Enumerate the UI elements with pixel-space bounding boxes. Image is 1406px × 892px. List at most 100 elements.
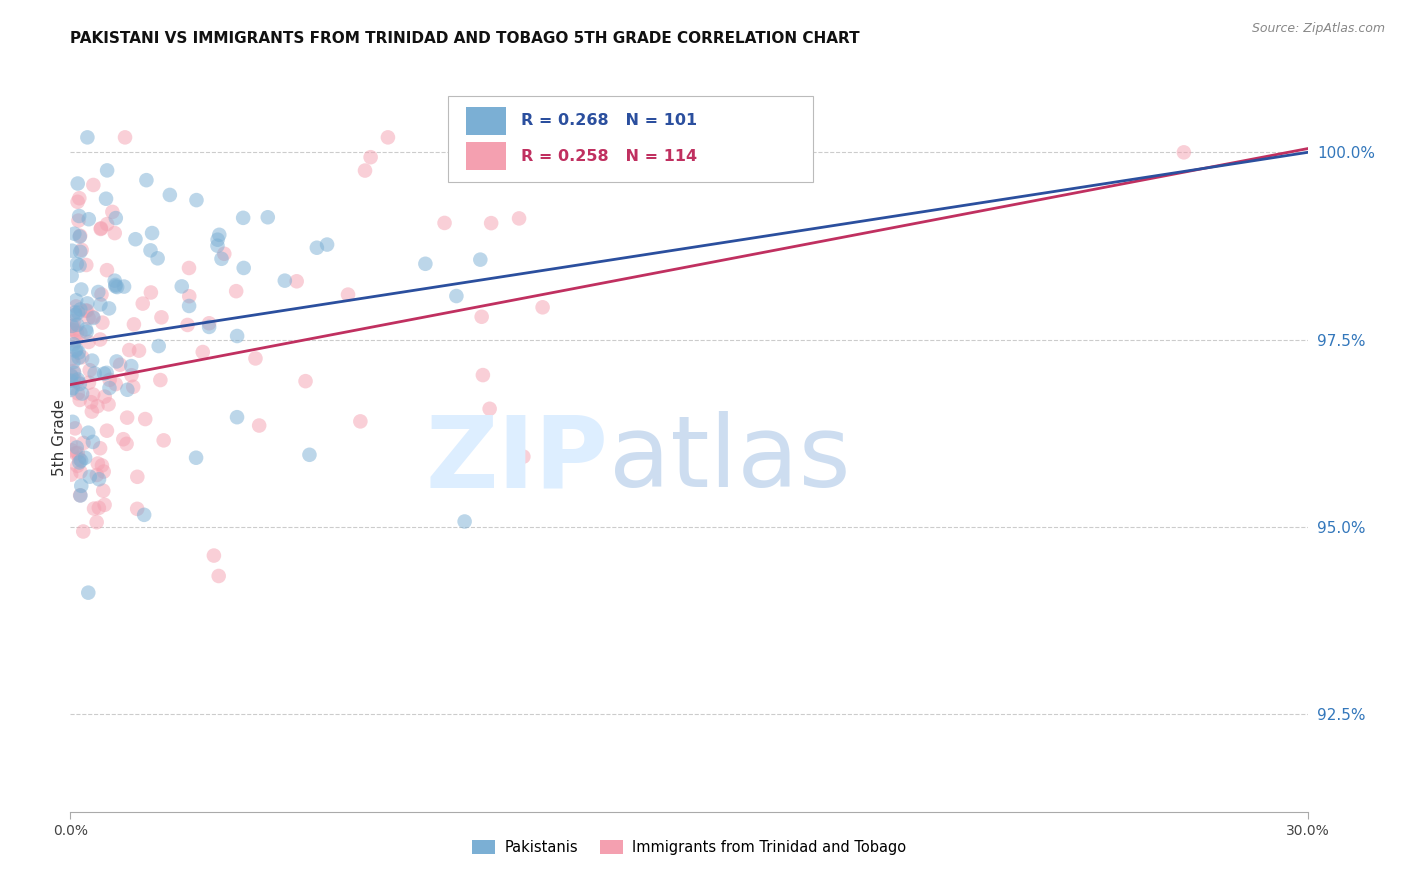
Point bbox=[349, 414, 371, 428]
Point bbox=[115, 437, 138, 451]
Point bbox=[87, 457, 110, 471]
Point bbox=[104, 279, 127, 293]
Point bbox=[134, 412, 156, 426]
Point bbox=[503, 130, 526, 145]
Point bbox=[104, 377, 127, 392]
Point bbox=[184, 450, 207, 465]
Point bbox=[65, 300, 87, 314]
Point bbox=[62, 337, 84, 351]
Point bbox=[67, 351, 90, 365]
Point bbox=[98, 381, 121, 395]
FancyBboxPatch shape bbox=[467, 142, 506, 170]
Point bbox=[89, 297, 111, 311]
Point bbox=[211, 252, 233, 266]
Text: R = 0.258   N = 114: R = 0.258 N = 114 bbox=[520, 149, 697, 163]
Point bbox=[77, 212, 100, 227]
Legend: Pakistanis, Immigrants from Trinidad and Tobago: Pakistanis, Immigrants from Trinidad and… bbox=[467, 834, 911, 861]
Point bbox=[104, 277, 127, 292]
Point bbox=[80, 404, 103, 418]
Point bbox=[91, 458, 114, 473]
Point bbox=[471, 368, 494, 383]
Point bbox=[63, 373, 86, 387]
Point bbox=[83, 310, 105, 325]
Point bbox=[433, 216, 456, 230]
Point bbox=[93, 498, 115, 512]
Point bbox=[66, 458, 89, 473]
Point bbox=[177, 260, 200, 275]
Point bbox=[87, 500, 110, 515]
Point bbox=[60, 268, 83, 283]
Text: PAKISTANI VS IMMIGRANTS FROM TRINIDAD AND TOBAGO 5TH GRADE CORRELATION CHART: PAKISTANI VS IMMIGRANTS FROM TRINIDAD AN… bbox=[70, 31, 860, 46]
Point bbox=[208, 569, 231, 583]
Point bbox=[170, 279, 193, 293]
Point bbox=[139, 285, 162, 300]
Point bbox=[198, 316, 221, 330]
Point bbox=[70, 243, 93, 257]
Point bbox=[72, 524, 94, 539]
Point bbox=[245, 351, 267, 366]
Point bbox=[470, 252, 492, 267]
Point bbox=[148, 339, 170, 353]
Point bbox=[108, 358, 131, 372]
Point bbox=[141, 226, 163, 240]
Point bbox=[97, 397, 120, 411]
Point bbox=[89, 442, 111, 456]
Point bbox=[65, 334, 87, 348]
Point bbox=[69, 465, 91, 479]
Point bbox=[124, 232, 146, 246]
Point bbox=[67, 455, 90, 469]
Point bbox=[69, 259, 91, 273]
Point bbox=[478, 401, 501, 416]
Point bbox=[191, 345, 214, 359]
Point bbox=[82, 178, 104, 192]
Point bbox=[63, 323, 86, 337]
Point bbox=[86, 468, 108, 483]
Point bbox=[70, 283, 93, 297]
Point bbox=[446, 289, 468, 303]
Point bbox=[122, 380, 145, 394]
Point bbox=[93, 390, 115, 404]
Point bbox=[79, 469, 101, 483]
Point bbox=[485, 141, 508, 155]
Point bbox=[96, 424, 118, 438]
Point bbox=[76, 130, 98, 145]
Point bbox=[67, 305, 90, 319]
Point bbox=[75, 258, 97, 272]
Point bbox=[470, 165, 492, 179]
Point bbox=[77, 425, 100, 440]
Point bbox=[65, 343, 87, 358]
Point bbox=[122, 318, 145, 332]
Point bbox=[65, 293, 87, 308]
Point bbox=[176, 318, 198, 332]
Point bbox=[59, 374, 82, 388]
Point bbox=[377, 130, 399, 145]
Point bbox=[69, 244, 91, 259]
Point bbox=[354, 163, 377, 178]
Point bbox=[69, 326, 91, 340]
Text: Source: ZipAtlas.com: Source: ZipAtlas.com bbox=[1251, 22, 1385, 36]
Point bbox=[80, 395, 103, 409]
Point bbox=[76, 303, 98, 318]
Point bbox=[70, 351, 93, 365]
Point bbox=[207, 238, 229, 252]
Point bbox=[63, 227, 86, 241]
Point bbox=[91, 316, 114, 330]
Point bbox=[91, 483, 114, 498]
Point bbox=[70, 386, 93, 401]
Point bbox=[316, 237, 339, 252]
Point bbox=[150, 310, 173, 325]
Point bbox=[82, 353, 104, 368]
Point bbox=[60, 369, 83, 384]
Point bbox=[70, 479, 93, 493]
Point bbox=[72, 436, 94, 450]
Point bbox=[202, 549, 225, 563]
Point bbox=[453, 515, 475, 529]
Point bbox=[226, 410, 249, 425]
FancyBboxPatch shape bbox=[467, 107, 506, 135]
Point bbox=[69, 376, 91, 391]
Point bbox=[66, 326, 89, 340]
Point bbox=[232, 260, 254, 275]
Point bbox=[60, 244, 83, 258]
Text: atlas: atlas bbox=[609, 411, 851, 508]
Point bbox=[60, 351, 83, 366]
